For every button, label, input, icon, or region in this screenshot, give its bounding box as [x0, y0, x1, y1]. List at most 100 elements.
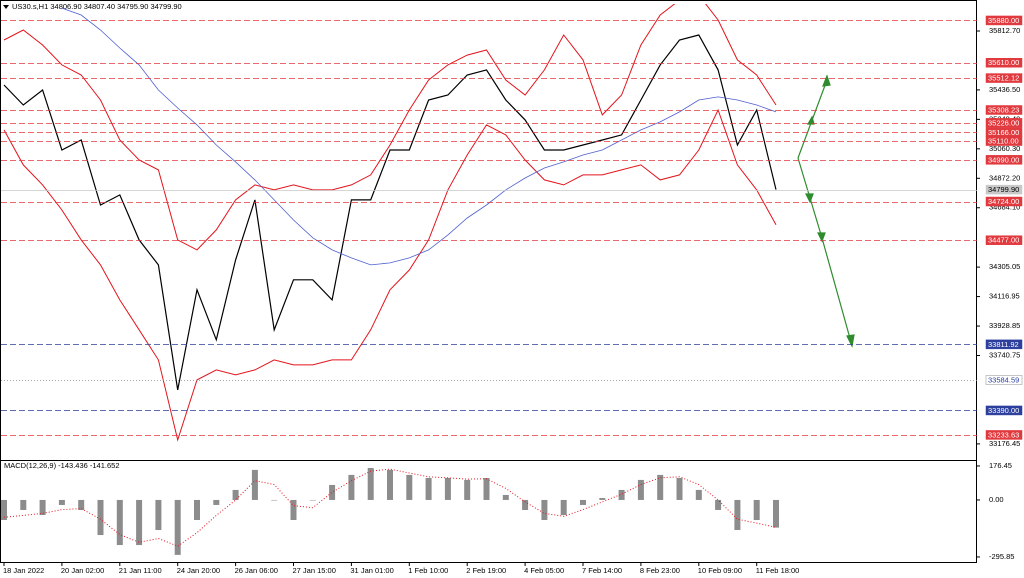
histogram-bar	[58, 499, 65, 505]
histogram-bar	[753, 499, 760, 520]
level-label: 33390.00	[988, 406, 1019, 415]
histogram-bar	[309, 499, 316, 501]
histogram-bar	[483, 477, 490, 500]
histogram-bar	[251, 469, 258, 500]
plot-area	[3, 4, 777, 442]
histogram-bar	[136, 499, 143, 546]
histogram-bar	[695, 489, 702, 500]
x-tick-label: 20 Jan 02:00	[61, 566, 104, 575]
histogram-bar	[618, 489, 625, 500]
level-label: 34990.00	[988, 155, 1019, 164]
level-label-box	[985, 155, 1023, 165]
histogram-bar	[580, 499, 586, 505]
y-tick-label: 34684.10	[989, 203, 1020, 212]
level-label-box	[985, 196, 1023, 207]
level-label-box	[985, 105, 1023, 115]
x-tick-label: 24 Jan 20:00	[177, 566, 220, 575]
y-tick-label: 34305.05	[989, 262, 1020, 271]
histogram-bar	[734, 499, 741, 531]
x-tick-label: 27 Jan 15:00	[293, 566, 336, 575]
y-tick-label: 34872.20	[989, 173, 1020, 182]
y-tick-label: 33176.45	[989, 439, 1020, 448]
arrow-down	[797, 157, 811, 199]
level-label: 33584.59	[988, 375, 1019, 384]
histogram-bar	[174, 499, 181, 555]
symbol-icon	[3, 5, 9, 9]
series-line	[3, 4, 777, 251]
histogram-bar	[232, 489, 239, 500]
histogram-bar	[194, 499, 200, 520]
histogram-bar	[271, 499, 278, 501]
forecast-arrows	[797, 74, 855, 348]
level-label: 35512.12	[988, 74, 1019, 83]
histogram-bar	[599, 498, 606, 500]
series-line	[61, 7, 777, 266]
frame	[0, 0, 977, 563]
plot-area	[1, 467, 779, 555]
level-label-box	[985, 375, 1023, 385]
x-tick-label: 21 Jan 11:00	[119, 566, 162, 575]
y-tick-label: 33928.85	[989, 321, 1020, 330]
arrow-head	[805, 193, 814, 204]
level-label-box	[985, 118, 1023, 128]
level-label: 33233.63	[988, 430, 1019, 439]
histogram-bar	[444, 477, 451, 500]
histogram-bar	[348, 474, 355, 500]
histogram-bar	[637, 479, 644, 500]
y-tick-label: 35812.70	[989, 26, 1020, 35]
y-tick-label: 0.00	[989, 495, 1004, 504]
arrow-head	[822, 74, 831, 87]
histogram-bar	[1, 499, 7, 520]
series-line	[3, 468, 777, 547]
chart-title: US30.s,H1 34806.90 34807.40 34795.90 347…	[12, 2, 182, 11]
level-label: 35308.23	[988, 105, 1019, 114]
histogram-bar	[155, 499, 162, 531]
level-label: 35110.00	[988, 137, 1019, 146]
arrow-down	[809, 197, 823, 239]
histogram-bar	[20, 499, 27, 510]
histogram-bar	[78, 499, 85, 510]
level-label: 35166.00	[988, 128, 1019, 137]
histogram-bar	[213, 499, 220, 505]
x-tick-label: 4 Feb 05:00	[524, 566, 564, 575]
level-label-box	[985, 15, 1023, 26]
histogram-bar	[367, 467, 374, 500]
level-label-box	[985, 136, 1023, 146]
level-label-box	[985, 57, 1023, 68]
histogram-bar	[116, 499, 123, 546]
level-label: 33811.92	[988, 340, 1019, 349]
arrow-down	[821, 237, 852, 343]
series-line	[3, 108, 777, 442]
x-tick-label: 1 Feb 10:00	[408, 566, 448, 575]
level-label-box	[985, 73, 1023, 83]
level-label: 34724.00	[988, 197, 1019, 206]
level-label-box	[985, 235, 1023, 245]
histogram-bar	[39, 499, 46, 515]
x-tick-label: 31 Jan 01:00	[350, 566, 393, 575]
x-tick-label: 10 Feb 09:00	[698, 566, 742, 575]
histogram-bar	[657, 474, 664, 500]
histogram-bar	[715, 499, 722, 510]
histogram-bar	[676, 477, 683, 500]
y-tick-label: 176.45	[989, 461, 1012, 470]
y-tick-label: -295.85	[989, 552, 1014, 561]
histogram-bar	[522, 499, 529, 510]
level-label-box	[985, 405, 1023, 416]
y-tick-label: 34116.95	[989, 292, 1020, 301]
y-tick-label: 35060.30	[989, 144, 1020, 153]
y-tick-label: 35436.50	[989, 85, 1020, 94]
arrow-head	[817, 232, 826, 243]
x-tick-label: 18 Jan 2022	[3, 566, 44, 575]
series-line	[3, 34, 777, 391]
x-tick-label: 11 Feb 18:00	[756, 566, 800, 575]
histogram-bar	[773, 499, 779, 528]
histogram-bar	[541, 499, 548, 520]
level-label: 34799.90	[988, 185, 1019, 194]
histogram-bar	[502, 494, 509, 500]
histogram-bar	[560, 499, 567, 515]
histogram-bar	[329, 484, 336, 500]
level-label-box	[985, 430, 1023, 440]
histogram-bar	[290, 499, 297, 520]
